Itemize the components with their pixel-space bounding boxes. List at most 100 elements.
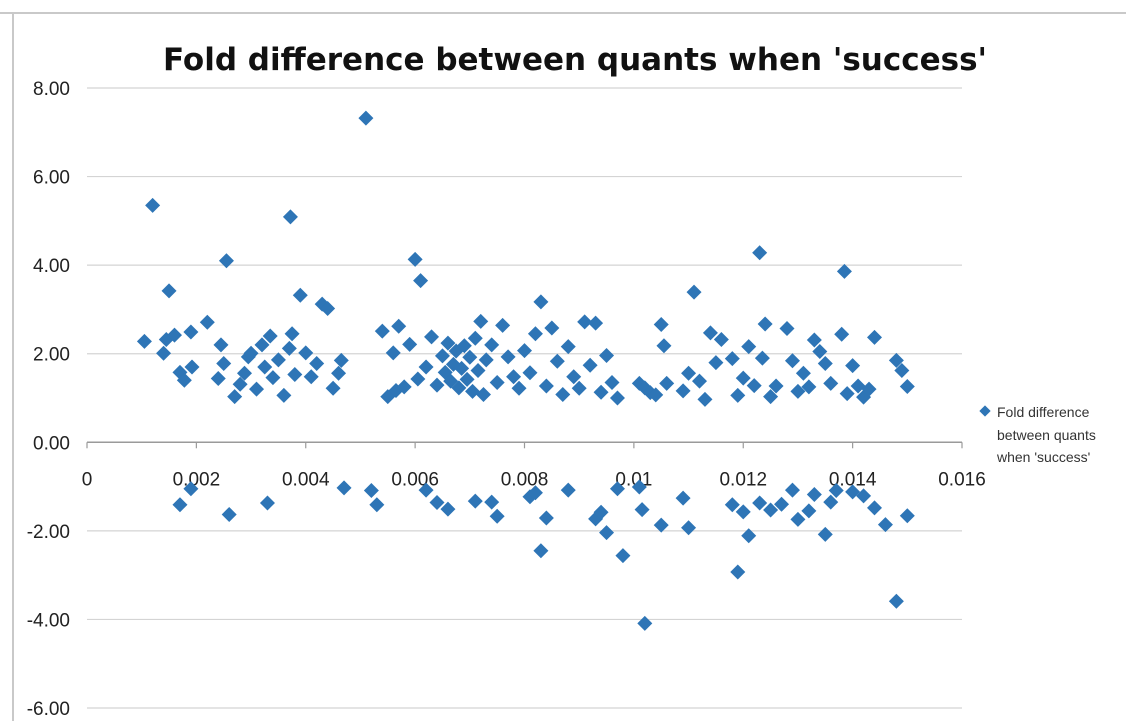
data-point	[156, 345, 172, 361]
data-point	[407, 251, 423, 267]
data-point	[566, 369, 582, 385]
data-point	[555, 386, 571, 402]
data-point	[489, 508, 505, 524]
y-tick-label: -6.00	[27, 699, 70, 720]
data-point	[790, 383, 806, 399]
data-point	[599, 525, 615, 541]
legend-marker	[979, 405, 991, 417]
data-point	[410, 371, 426, 387]
x-tick-label: 0.016	[938, 469, 986, 490]
data-point	[325, 380, 341, 396]
data-point	[249, 381, 265, 397]
data-point	[473, 313, 489, 329]
data-point	[656, 338, 672, 354]
x-tick-label: 0.008	[501, 469, 549, 490]
x-tick-label: 0.004	[282, 469, 330, 490]
data-point	[418, 482, 434, 498]
data-point	[850, 378, 866, 394]
data-point	[440, 335, 456, 351]
data-point	[653, 316, 669, 332]
data-point	[609, 481, 625, 497]
data-point	[752, 245, 768, 261]
data-point	[675, 383, 691, 399]
data-point	[817, 355, 833, 371]
data-point	[741, 528, 757, 544]
data-point	[823, 375, 839, 391]
data-point	[216, 355, 232, 371]
data-point	[801, 503, 817, 519]
data-point	[735, 504, 751, 520]
data-point	[161, 283, 177, 299]
data-point	[877, 517, 893, 533]
data-point	[675, 490, 691, 506]
data-point	[888, 352, 904, 368]
data-point	[484, 494, 500, 510]
data-point	[145, 197, 161, 213]
data-point	[418, 359, 434, 375]
y-tick-labels: 8.00 6.00 4.00 2.00 0.00 -2.00 -4.00 -6.00	[27, 79, 70, 720]
data-point	[440, 501, 456, 517]
data-point	[697, 391, 713, 407]
data-point	[172, 497, 188, 513]
data-point	[221, 506, 237, 522]
data-point	[402, 336, 418, 352]
data-point	[276, 387, 292, 403]
data-point	[136, 333, 152, 349]
data-point	[257, 359, 273, 375]
data-point	[746, 378, 762, 394]
data-point	[681, 365, 697, 381]
data-point	[754, 350, 770, 366]
data-point	[653, 517, 669, 533]
data-point	[424, 329, 440, 345]
data-point	[218, 253, 234, 269]
data-point	[577, 314, 593, 330]
data-point	[451, 380, 467, 396]
data-point	[243, 345, 259, 361]
data-point	[836, 263, 852, 279]
data-point	[861, 381, 877, 397]
data-point	[331, 365, 347, 381]
data-point	[462, 349, 478, 365]
data-point	[254, 337, 270, 353]
data-point	[292, 287, 308, 303]
data-point	[184, 359, 200, 375]
data-point	[495, 317, 511, 333]
data-point	[467, 330, 483, 346]
data-point	[681, 520, 697, 536]
data-point	[795, 365, 811, 381]
data-point	[467, 493, 483, 509]
data-point	[527, 485, 543, 501]
data-point	[768, 378, 784, 394]
data-point	[465, 383, 481, 399]
data-point	[571, 380, 587, 396]
data-point	[281, 340, 297, 356]
data-point	[828, 483, 844, 499]
data-point	[741, 339, 757, 355]
data-point	[456, 338, 472, 354]
axes	[86, 441, 963, 449]
data-point	[779, 320, 795, 336]
data-point	[489, 375, 505, 390]
legend-label-line: between quants	[997, 427, 1096, 443]
y-tick-label: -4.00	[27, 610, 70, 631]
data-point	[522, 365, 538, 381]
data-point	[713, 332, 729, 348]
data-point	[708, 355, 724, 371]
data-point	[702, 325, 718, 341]
data-point	[763, 502, 779, 518]
data-point	[817, 526, 833, 542]
data-point	[506, 369, 522, 385]
data-point	[167, 327, 182, 343]
data-point	[856, 488, 872, 504]
data-point	[282, 209, 298, 225]
frame-border-top	[0, 12, 1126, 14]
chart-title: Fold difference between quants when 'suc…	[163, 42, 987, 78]
data-point	[615, 548, 631, 564]
data-point	[227, 389, 243, 405]
data-point	[631, 479, 647, 495]
data-point	[784, 353, 800, 369]
data-point	[806, 332, 822, 348]
data-point	[309, 355, 325, 371]
data-point	[413, 273, 429, 289]
